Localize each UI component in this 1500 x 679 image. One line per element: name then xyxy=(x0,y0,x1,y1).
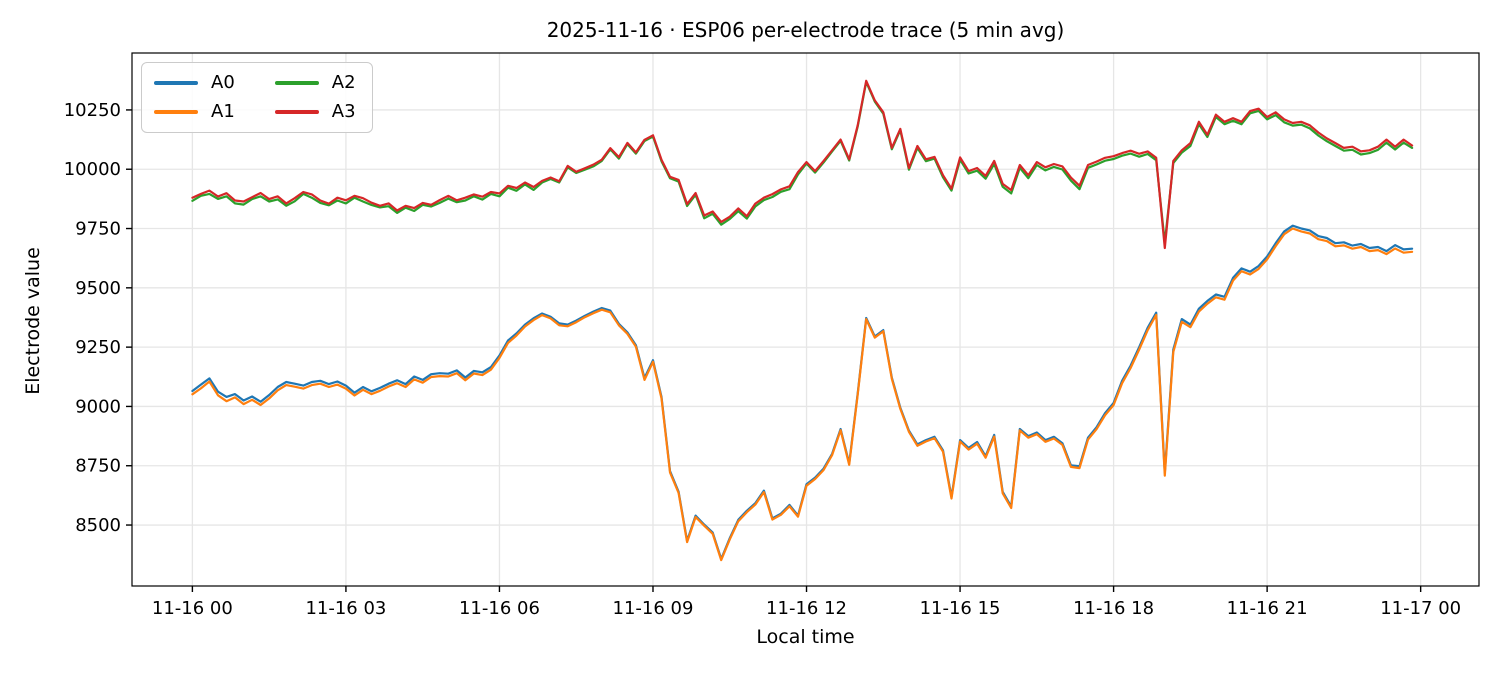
y-tick-label: 10000 xyxy=(64,159,121,180)
legend-item-a2: A2 xyxy=(274,72,356,94)
chart-title: 2025-11-16 · ESP06 per-electrode trace (… xyxy=(546,18,1065,42)
x-tick-label: 11-16 15 xyxy=(920,598,1001,619)
legend: A0 A2 A1 A3 xyxy=(141,62,373,133)
legend-item-a1: A1 xyxy=(154,101,235,123)
y-tick-label: 9250 xyxy=(75,337,121,358)
plot-border xyxy=(131,52,1480,587)
legend-label-a1: A1 xyxy=(211,101,235,122)
x-tick-label: 11-17 00 xyxy=(1380,598,1461,619)
x-axis-label: Local time xyxy=(756,626,855,648)
y-tick-label: 9500 xyxy=(75,278,121,299)
y-axis-label: Electrode value xyxy=(22,247,44,395)
series-line-a1 xyxy=(191,227,1414,562)
legend-line-a3-icon xyxy=(274,110,319,114)
legend-line-a1-icon xyxy=(154,110,198,114)
legend-label-a2: A2 xyxy=(331,72,356,93)
y-tick-label: 9000 xyxy=(75,396,121,417)
x-tick-label: 11-16 09 xyxy=(613,598,694,619)
legend-line-a0-icon xyxy=(154,81,198,85)
y-tick-label: 9750 xyxy=(75,219,121,240)
legend-label-a3: A3 xyxy=(331,101,356,122)
x-tick-label: 11-16 00 xyxy=(152,598,233,619)
series-line-a2 xyxy=(191,80,1414,244)
legend-item-a3: A3 xyxy=(274,101,356,123)
x-tick-label: 11-16 18 xyxy=(1073,598,1154,619)
x-tick-label: 11-16 03 xyxy=(305,598,386,619)
legend-line-a2-icon xyxy=(274,81,319,85)
x-tick-label: 11-16 21 xyxy=(1227,598,1308,619)
legend-item-a0: A0 xyxy=(154,72,235,94)
y-tick-label: 8500 xyxy=(75,515,121,536)
x-tick-label: 11-16 06 xyxy=(459,598,540,619)
legend-label-a0: A0 xyxy=(211,72,235,93)
series-line-a3 xyxy=(191,79,1414,250)
x-tick-label: 11-16 12 xyxy=(766,598,847,619)
y-tick-label: 10250 xyxy=(64,100,121,121)
y-tick-label: 8750 xyxy=(75,456,121,477)
